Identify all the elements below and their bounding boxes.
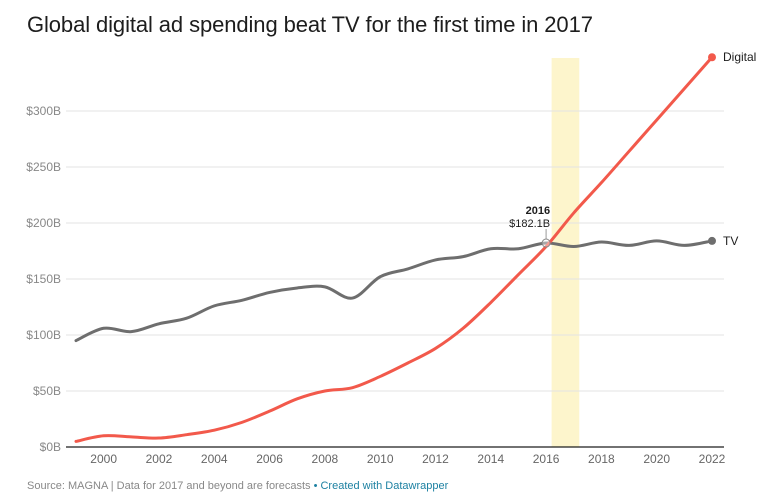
data-point-tv [157,322,161,326]
chart-title: Global digital ad spending beat TV for t… [27,12,593,37]
data-point-digital [682,87,686,91]
x-tick-label: 2010 [367,452,394,466]
series-line-tv [74,239,714,343]
y-tick-label: $150B [26,272,61,286]
y-tick-label: $200B [26,216,61,230]
data-point-digital [240,420,244,424]
data-point-tv [102,326,106,330]
data-point-tv [212,304,216,308]
data-point-digital [655,118,659,122]
y-tick-label: $0B [40,440,61,454]
data-point-digital [433,346,437,350]
x-axis: 2000 2002 2004 2006 2008 2010 2012 2014 2016 2018… [66,446,726,466]
y-axis: $0B $50B $100B $150B $200B $250B $300B [26,104,61,454]
x-tick-label: 2002 [146,452,173,466]
data-point-digital [516,273,520,277]
annotation-year: 2016 [526,205,550,217]
data-point-digital [212,428,216,432]
x-tick-label: 2018 [588,452,615,466]
data-point-digital [323,389,327,393]
source-note: Source: MAGNA | Data for 2017 and beyond… [27,480,311,492]
data-point-digital [74,439,78,443]
data-point-tv [433,258,437,262]
data-point-digital [378,374,382,378]
annotation-value: $182.1B [509,218,550,230]
series-lines: TV Digital [74,50,756,443]
annotation-point-marker [541,238,551,248]
data-point-tv [516,247,520,251]
series-label-digital: Digital [723,50,756,64]
x-tick-label: 2016 [533,452,560,466]
data-point-digital [129,435,133,439]
data-point-tv [295,286,299,290]
data-point-tv [185,316,189,320]
data-point-tv [268,290,272,294]
x-tick-label: 2020 [643,452,670,466]
x-tick-label: 2000 [90,452,117,466]
series-label-tv: TV [723,234,738,248]
data-point-tv [74,339,78,343]
data-point-digital [157,436,161,440]
data-point-digital [185,433,189,437]
data-point-digital [461,326,465,330]
series-line-digital [74,55,714,443]
x-tick-label: 2012 [422,452,449,466]
y-tick-label: $250B [26,160,61,174]
highlight-band-2017 [551,58,580,447]
data-point-digital [102,434,106,438]
y-tick-label: $50B [33,384,61,398]
highlight-band-layer [551,58,580,447]
data-point-digital [406,361,410,365]
data-point-tv [599,240,603,244]
datawrapper-credit-link[interactable]: Created with Datawrapper [320,480,449,492]
data-point-tv [406,267,410,271]
data-point-tv [323,285,327,289]
end-marker-digital [708,53,716,62]
x-tick-label: 2014 [477,452,504,466]
data-point-tv [655,239,659,243]
data-point-tv [489,247,493,251]
end-marker-tv [708,236,716,245]
data-point-digital [351,386,355,390]
footer: Source: MAGNA | Data for 2017 and beyond… [27,480,448,492]
data-point-tv [627,243,631,247]
data-point-tv [240,298,244,302]
data-point-digital [627,149,631,153]
data-point-digital [572,211,576,215]
x-tick-label: 2008 [312,452,339,466]
footer-separator: • [310,480,321,492]
data-point-tv [461,255,465,259]
data-point-digital [599,181,603,185]
data-point-tv [682,243,686,247]
data-point-tv [572,245,576,249]
y-tick-label: $300B [26,104,61,118]
x-tick-label: 2006 [256,452,283,466]
annotation: 2016$182.1B [509,205,551,248]
x-tick-label: 2022 [699,452,726,466]
data-point-digital [489,301,493,305]
data-point-tv [129,330,133,334]
data-point-digital [268,409,272,413]
data-point-digital [295,397,299,401]
y-tick-label: $100B [26,328,61,342]
data-point-tv [378,275,382,279]
data-point-tv [351,296,355,300]
x-tick-label: 2004 [201,452,228,466]
gridlines [66,110,724,392]
